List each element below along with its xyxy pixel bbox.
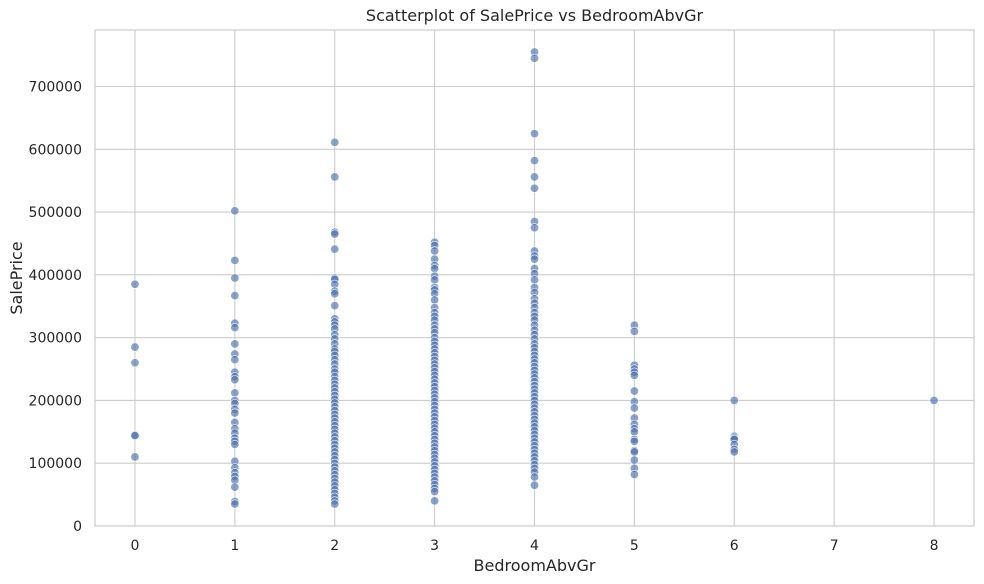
x-tick-label: 6 xyxy=(730,538,739,554)
data-point xyxy=(430,295,440,305)
data-point xyxy=(130,342,140,352)
data-point xyxy=(330,244,340,254)
data-point xyxy=(430,264,440,274)
data-point xyxy=(230,206,240,216)
data-point xyxy=(729,395,739,405)
data-point xyxy=(230,439,240,449)
x-axis-label: BedroomAbvGr xyxy=(474,556,596,575)
scatter-points xyxy=(130,47,939,509)
x-tick-label: 5 xyxy=(630,538,639,554)
x-tick-label: 4 xyxy=(530,538,539,554)
data-point xyxy=(230,273,240,283)
data-point xyxy=(629,386,639,396)
x-tick-label: 2 xyxy=(330,538,339,554)
y-axis-label: SalePrice xyxy=(7,241,26,314)
data-point xyxy=(230,482,240,492)
data-point xyxy=(629,436,639,446)
y-tick-label: 400000 xyxy=(29,268,82,284)
plot-frame xyxy=(94,29,975,527)
x-tick-label: 7 xyxy=(830,538,839,554)
data-point xyxy=(330,289,340,299)
data-point xyxy=(430,496,440,506)
data-point xyxy=(629,447,639,457)
data-point xyxy=(529,275,539,285)
data-point xyxy=(330,499,340,509)
y-tick-label: 600000 xyxy=(29,142,82,158)
data-point xyxy=(529,254,539,264)
data-point xyxy=(529,472,539,482)
data-point xyxy=(529,480,539,490)
y-tick-label: 200000 xyxy=(29,393,82,409)
data-point xyxy=(230,408,240,418)
data-point xyxy=(330,172,340,182)
x-tick-label: 3 xyxy=(430,538,439,554)
y-tick-label: 700000 xyxy=(29,80,82,96)
data-point xyxy=(230,291,240,301)
data-point xyxy=(629,470,639,480)
data-point xyxy=(629,326,639,336)
data-point xyxy=(629,455,639,465)
data-point xyxy=(230,323,240,333)
data-point xyxy=(629,370,639,380)
x-tick-label: 1 xyxy=(230,538,239,554)
y-tick-label: 500000 xyxy=(29,205,82,221)
data-point xyxy=(230,355,240,365)
data-point xyxy=(130,279,140,289)
data-point xyxy=(729,447,739,457)
data-point xyxy=(430,275,440,285)
data-point xyxy=(529,223,539,233)
data-point xyxy=(230,255,240,265)
data-point xyxy=(529,183,539,193)
data-point xyxy=(529,172,539,182)
data-point xyxy=(430,486,440,496)
data-point xyxy=(130,358,140,368)
x-tick-label: 0 xyxy=(130,538,139,554)
data-point xyxy=(230,388,240,398)
data-point xyxy=(330,229,340,239)
data-point xyxy=(629,427,639,437)
data-point xyxy=(529,129,539,139)
y-tick-labels: 0 100000 200000 300000 400000 500000 600000 700… xyxy=(29,80,82,535)
y-tick-label: 0 xyxy=(73,519,82,535)
data-point xyxy=(230,375,240,385)
chart-title: Scatterplot of SalePrice vs BedroomAbvGr xyxy=(366,6,704,25)
x-tick-labels: 0 1 2 3 4 5 6 7 8 xyxy=(130,538,938,554)
data-point xyxy=(330,301,340,311)
data-point xyxy=(230,339,240,349)
data-point xyxy=(629,403,639,413)
data-point xyxy=(230,499,240,509)
data-point xyxy=(529,53,539,63)
data-point xyxy=(929,395,939,405)
data-point xyxy=(529,156,539,166)
y-tick-label: 300000 xyxy=(29,331,82,347)
y-tick-label: 100000 xyxy=(29,456,82,472)
data-point xyxy=(330,137,340,147)
data-point xyxy=(130,431,140,441)
data-point xyxy=(430,246,440,256)
data-point xyxy=(130,452,140,462)
x-tick-label: 8 xyxy=(930,538,939,554)
